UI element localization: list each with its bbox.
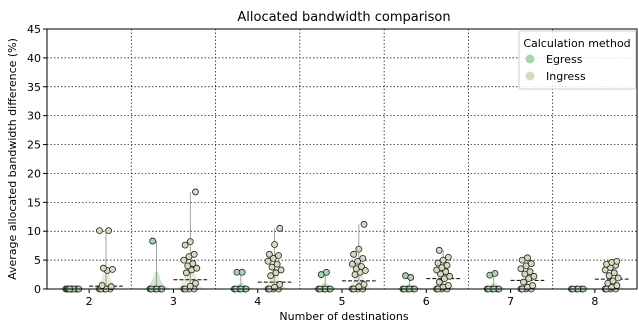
point-ingress-4 (275, 252, 282, 259)
point-ingress-2 (109, 265, 116, 273)
x-tick-label: 4 (254, 295, 261, 308)
point-ingress-2 (98, 282, 106, 289)
y-tick-label: 35 (27, 81, 41, 94)
point-ingress-7 (517, 265, 525, 273)
point-ingress-7 (526, 268, 534, 276)
point-egress-5 (323, 268, 330, 276)
legend-box (518, 30, 637, 90)
point-ingress-5 (360, 280, 368, 288)
y-tick-label: 0 (34, 283, 41, 296)
y-tick-label: 45 (27, 23, 41, 36)
legend-marker-ingress (525, 71, 535, 81)
point-ingress-7 (520, 278, 527, 286)
point-ingress-3 (182, 269, 190, 277)
legend-label-ingress: Ingress (546, 70, 586, 83)
point-ingress-4 (276, 224, 284, 232)
point-ingress-3 (180, 256, 188, 264)
point-ingress-6 (446, 272, 454, 280)
point-ingress-3 (192, 279, 199, 287)
point-ingress-6 (443, 261, 451, 269)
chart-title: Allocated bandwidth comparison (237, 10, 450, 25)
point-ingress-4 (277, 266, 285, 274)
point-ingress-5 (355, 245, 363, 253)
point-ingress-5 (359, 254, 367, 262)
legend-marker-egress (525, 54, 535, 64)
point-ingress-3 (193, 264, 201, 272)
point-egress-3 (149, 237, 157, 245)
point-ingress-4 (273, 260, 281, 268)
point-ingress-3 (186, 238, 194, 246)
point-egress-7 (491, 269, 499, 277)
point-ingress-8 (610, 269, 618, 277)
x-axis-label: Number of destinations (279, 310, 408, 323)
point-ingress-8 (605, 272, 613, 280)
point-ingress-4 (265, 250, 273, 258)
point-ingress-4 (269, 254, 277, 262)
legend-title: Calculation method (523, 37, 630, 50)
point-ingress-7 (530, 272, 538, 280)
point-ingress-6 (435, 278, 443, 286)
y-tick-label: 25 (27, 139, 41, 152)
point-ingress-5 (361, 267, 369, 274)
point-ingress-2 (107, 283, 115, 291)
y-tick-label: 10 (27, 225, 41, 238)
y-ticks: 0 5 10 15 20 25 30 35 40 45 (27, 23, 47, 296)
point-ingress-5 (348, 260, 356, 268)
x-tick-label: 5 (339, 295, 346, 308)
point-ingress-4 (271, 241, 278, 248)
x-tick-label: 6 (423, 295, 430, 308)
point-ingress-4 (268, 263, 276, 271)
point-ingress-3 (192, 188, 199, 196)
legend: Calculation method Egress Ingress (518, 30, 637, 90)
point-ingress-2 (96, 227, 103, 235)
data-points (62, 188, 622, 293)
point-ingress-2 (105, 227, 112, 235)
point-ingress-6 (444, 253, 452, 261)
y-tick-label: 15 (27, 196, 41, 209)
point-ingress-5 (354, 257, 361, 265)
point-ingress-3 (189, 260, 197, 267)
y-tick-label: 5 (34, 254, 41, 267)
y-axis-label: Average allocated bandwidth difference (… (6, 38, 19, 280)
point-ingress-6 (439, 256, 447, 264)
x-tick-label: 2 (86, 295, 93, 308)
point-egress-6 (407, 274, 415, 281)
x-tick-label: 8 (591, 295, 598, 308)
point-ingress-4 (267, 272, 275, 280)
point-ingress-8 (614, 274, 622, 282)
point-ingress-8 (613, 257, 621, 265)
point-ingress-6 (434, 259, 442, 267)
point-ingress-5 (350, 250, 358, 258)
x-tick-label: 7 (507, 295, 514, 308)
point-ingress-2 (100, 264, 107, 272)
point-ingress-4 (272, 269, 280, 277)
y-tick-label: 40 (27, 52, 41, 65)
point-ingress-8 (609, 277, 617, 285)
x-ticks: 2 3 4 5 6 7 8 (86, 289, 598, 308)
point-ingress-5 (360, 220, 368, 228)
y-tick-label: 20 (27, 167, 41, 180)
legend-label-egress: Egress (546, 53, 583, 66)
point-ingress-5 (358, 263, 365, 270)
point-ingress-3 (190, 250, 198, 258)
point-ingress-6 (442, 268, 450, 276)
point-ingress-4 (264, 257, 272, 265)
y-tick-label: 30 (27, 110, 41, 123)
point-ingress-6 (444, 282, 452, 289)
point-ingress-7 (529, 282, 537, 289)
point-ingress-7 (524, 254, 531, 262)
point-ingress-7 (527, 260, 535, 267)
grid (47, 28, 637, 290)
point-egress-4 (238, 268, 246, 276)
point-ingress-3 (181, 241, 189, 249)
point-ingress-4 (276, 280, 284, 288)
x-tick-label: 3 (170, 295, 177, 308)
point-ingress-6 (435, 246, 443, 254)
